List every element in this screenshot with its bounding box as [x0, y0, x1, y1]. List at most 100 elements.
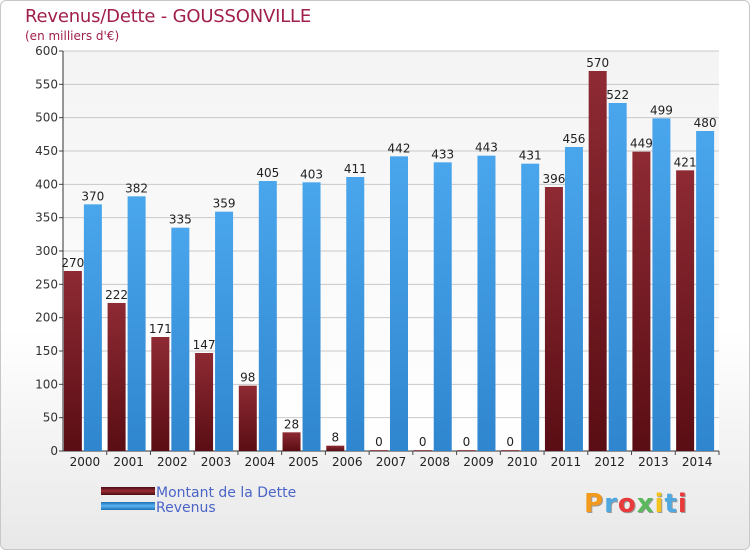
bar-dette-2003	[195, 353, 214, 451]
bar-revenus-2011	[564, 147, 583, 451]
y-tick-label: 500	[35, 111, 58, 125]
data-label-revenus-2011: 456	[562, 132, 585, 146]
data-label-dette-2000: 270	[61, 256, 84, 270]
x-tick-label: 2009	[463, 455, 494, 469]
bar-revenus-2013	[652, 118, 671, 451]
data-label-dette-2013: 449	[630, 137, 653, 151]
bar-dette-2007	[370, 450, 388, 451]
data-label-dette-2011: 396	[542, 172, 565, 186]
legend-label-dette: Montant de la Dette	[156, 485, 297, 501]
x-tick-label: 2010	[507, 455, 538, 469]
y-tick-label: 250	[35, 277, 58, 291]
bar-dette-2001	[107, 303, 126, 451]
bar-revenus-2002	[171, 227, 190, 451]
data-label-dette-2008: 0	[419, 435, 427, 449]
x-tick-label: 2000	[70, 455, 101, 469]
data-label-revenus-2005: 403	[300, 167, 323, 181]
bar-dette-2011	[544, 187, 563, 451]
data-label-revenus-2004: 405	[256, 166, 279, 180]
logo-letter: P	[584, 489, 605, 519]
bar-revenus-2008	[433, 162, 452, 452]
legend-swatch-revenus	[101, 502, 155, 510]
bar-revenus-2005	[302, 182, 321, 452]
logo-letter: i	[677, 489, 688, 519]
legend-swatch-dette	[101, 487, 155, 495]
data-label-dette-2010: 0	[506, 435, 514, 449]
data-label-dette-2002: 171	[149, 322, 172, 336]
x-tick-label: 2006	[332, 455, 363, 469]
x-tick-label: 2011	[551, 455, 582, 469]
bar-revenus-2006	[346, 177, 365, 451]
y-tick-label: 200	[35, 311, 58, 325]
bar-revenus-2012	[608, 103, 627, 451]
bar-dette-2000	[63, 271, 82, 451]
bar-revenus-2014	[696, 131, 715, 451]
x-tick-label: 2004	[245, 455, 276, 469]
y-tick-label: 600	[35, 44, 58, 58]
bar-revenus-2001	[127, 196, 146, 451]
bar-revenus-2003	[215, 211, 234, 451]
y-tick-label: 50	[43, 411, 58, 425]
x-tick-label: 2001	[113, 455, 144, 469]
chart-subtitle: (en milliers d'€)	[25, 29, 120, 43]
data-label-dette-2003: 147	[193, 338, 216, 352]
y-tick-label: 550	[35, 77, 58, 91]
data-label-revenus-2013: 499	[650, 103, 673, 117]
bar-dette-2009	[457, 450, 476, 451]
data-label-revenus-2002: 335	[169, 213, 192, 227]
chart-title: Revenus/Dette - GOUSSONVILLE	[25, 6, 312, 27]
data-label-dette-2012: 570	[586, 56, 609, 70]
bar-dette-2002	[151, 337, 170, 451]
data-label-revenus-2007: 442	[388, 141, 411, 155]
logo-letter: t	[664, 489, 678, 519]
data-label-revenus-2003: 359	[213, 197, 236, 211]
data-label-revenus-2006: 411	[344, 162, 367, 176]
data-label-dette-2009: 0	[463, 435, 471, 449]
bar-revenus-2009	[477, 155, 496, 451]
logo-letter: o	[617, 489, 637, 519]
y-tick-label: 300	[35, 244, 58, 258]
data-label-dette-2004: 98	[240, 371, 255, 385]
x-tick-label: 2003	[201, 455, 232, 469]
data-label-revenus-2009: 443	[475, 141, 498, 155]
y-tick-label: 0	[50, 444, 58, 458]
x-tick-label: 2007	[376, 455, 407, 469]
y-tick-label: 450	[35, 144, 58, 158]
logo-letter: x	[636, 489, 655, 519]
y-tick-label: 400	[35, 177, 58, 191]
bar-dette-2005	[282, 432, 301, 451]
x-tick-label: 2002	[157, 455, 188, 469]
x-tick-label: 2005	[288, 455, 319, 469]
data-label-dette-2005: 28	[284, 417, 299, 431]
bar-dette-2010	[501, 450, 520, 451]
legend-label-revenus: Revenus	[156, 500, 216, 516]
data-label-dette-2001: 222	[105, 288, 128, 302]
x-tick-label: 2013	[638, 455, 669, 469]
logo-letter: r	[604, 489, 618, 519]
data-label-dette-2007: 0	[375, 435, 383, 449]
y-tick-label: 150	[35, 344, 58, 358]
logo-letter: i	[654, 489, 665, 519]
bar-dette-2006	[326, 445, 345, 451]
data-label-revenus-2000: 370	[81, 189, 104, 203]
bar-dette-2013	[632, 151, 651, 451]
bar-revenus-2007	[390, 156, 408, 452]
data-label-revenus-2008: 433	[431, 147, 454, 161]
bar-dette-2004	[238, 385, 257, 451]
x-tick-label: 2008	[419, 455, 450, 469]
x-tick-label: 2012	[594, 455, 625, 469]
bar-dette-2012	[588, 71, 607, 451]
y-tick-label: 350	[35, 211, 58, 225]
data-label-dette-2006: 8	[331, 431, 339, 445]
bar-revenus-2000	[83, 204, 102, 451]
y-tick-label: 100	[35, 377, 58, 391]
proxiti-logo: Proxiti	[584, 489, 688, 519]
bar-revenus-2010	[521, 163, 540, 451]
data-label-revenus-2012: 522	[606, 88, 629, 102]
data-label-revenus-2014: 480	[694, 116, 717, 130]
data-label-dette-2014: 421	[674, 155, 697, 169]
x-tick-label: 2014	[682, 455, 713, 469]
bar-dette-2014	[676, 170, 695, 452]
